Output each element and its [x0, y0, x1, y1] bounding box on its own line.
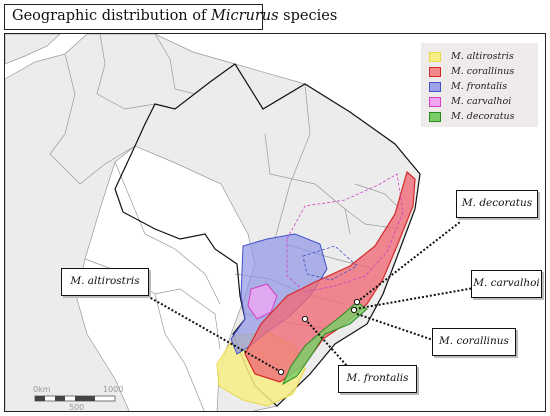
scale-bar	[34, 395, 116, 402]
location-markers	[277, 298, 361, 376]
border-line	[114, 161, 221, 305]
leader-line-carvalhoi	[354, 287, 475, 310]
leader-line-frontalis	[304, 318, 349, 368]
marker-decoratus	[353, 298, 361, 306]
map-title: Geographic distribution of Micrurus spec…	[4, 4, 337, 30]
brazil-border	[114, 63, 421, 407]
border-line	[354, 183, 401, 210]
land-layer	[5, 34, 421, 411]
border-line	[274, 83, 311, 240]
legend-swatch	[429, 111, 441, 122]
leader-line-corallinus	[356, 313, 437, 342]
border-line	[154, 293, 205, 411]
legend-item-corallinus: M. corallinus	[429, 64, 538, 79]
border-line	[49, 53, 76, 155]
legend-item-frontalis: M. frontalis	[429, 79, 538, 94]
range-frontalis-outline	[302, 245, 358, 281]
legend-swatch	[429, 96, 441, 107]
range-corallinus	[244, 170, 416, 383]
central-america	[5, 34, 61, 65]
border-line	[49, 145, 136, 185]
border-line	[264, 133, 351, 235]
scale-label-0: 0km	[33, 385, 51, 394]
title-genus: Micrurus	[210, 8, 279, 24]
legend-swatch	[429, 51, 441, 62]
legend-label: M. frontalis	[451, 81, 508, 92]
legend-label: M. carvalhoi	[451, 96, 512, 107]
title-suffix: species	[278, 8, 338, 24]
legend-label: M. altirostris	[451, 51, 514, 62]
south-america-landmass	[5, 34, 421, 411]
leader-line-decoratus	[356, 221, 461, 303]
legend-item-altirostris: M. altirostris	[429, 49, 538, 64]
scale-label-500: 500	[69, 403, 85, 412]
callout-decoratus: M. decoratus	[456, 190, 538, 218]
callout-frontalis: M. frontalis	[338, 365, 417, 393]
map-canvas	[5, 34, 475, 411]
legend-swatch	[429, 66, 441, 77]
scale-bar-segment	[35, 396, 45, 401]
marker-carvalhoi	[350, 306, 358, 314]
legend-swatch	[429, 81, 441, 92]
marker-frontalis	[301, 315, 309, 323]
callout-corallinus: M. corallinus	[432, 328, 516, 356]
range-carvalhoi	[247, 283, 278, 320]
leader-lines	[134, 221, 475, 373]
scale-label-1000: 1000	[103, 385, 124, 394]
legend-item-decoratus: M. decoratus	[429, 109, 538, 124]
border-line	[96, 34, 156, 110]
scale-bar-segment	[75, 396, 95, 401]
range-decoratus	[281, 301, 368, 386]
map-panel: M. altirostris M. corallinus M. frontali…	[4, 33, 546, 412]
scale-bar-segment	[55, 396, 65, 401]
legend-item-carvalhoi: M. carvalhoi	[429, 94, 538, 109]
legend: M. altirostris M. corallinus M. frontali…	[421, 43, 538, 127]
legend-label: M. decoratus	[451, 111, 515, 122]
title-prefix: Geographic distribution of	[12, 8, 211, 24]
callout-altirostris: M. altirostris	[61, 268, 149, 296]
marker-altirostris	[277, 368, 285, 376]
callout-carvalhoi: M. carvalhoi	[471, 270, 542, 298]
range-carvalhoi-outline	[286, 173, 404, 293]
legend-label: M. corallinus	[451, 66, 515, 77]
